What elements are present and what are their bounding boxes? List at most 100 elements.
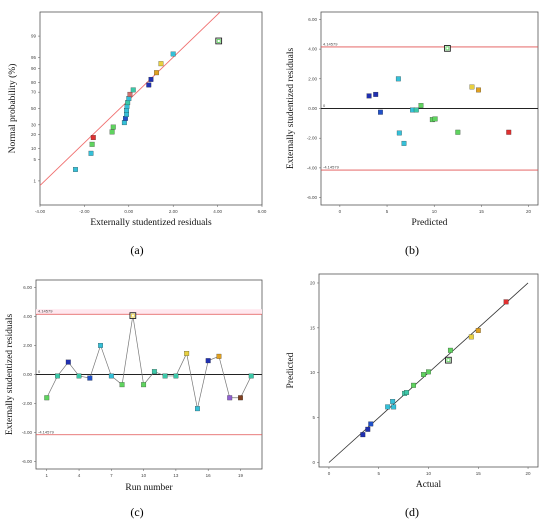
y-tick-label: -6.00 <box>22 459 33 464</box>
x-tick-label: 0 <box>328 471 331 476</box>
y-tick-label: 10 <box>31 146 37 151</box>
y-tick-label: -4.00 <box>22 430 33 435</box>
data-point-9-inner <box>130 313 135 318</box>
data-point-3 <box>378 109 383 115</box>
y-tick-label: -2.00 <box>307 136 318 141</box>
data-point-4 <box>90 135 96 141</box>
plot-frame <box>39 11 263 206</box>
data-point-12 <box>445 356 452 364</box>
y-tick-label: -2.00 <box>22 401 33 406</box>
data-point-18 <box>154 70 159 76</box>
data-point-6 <box>110 124 116 130</box>
x-tick-label: 13 <box>173 473 179 478</box>
data-point-16 <box>146 82 152 88</box>
chart-panel-a: -4.00 -2.00 0.00 2.00 4.00 6.00 1 5 10 20 30 50 70 80… <box>0 0 275 262</box>
y-tick-label: 10 <box>310 370 316 375</box>
chart-c-svg: 4.14579 -4.14579 0 1 4 7 10 13 16 19 -6.00 -4.00 -2.… <box>5 279 263 519</box>
y-tick-label: -6.00 <box>307 195 318 200</box>
data-point-2 <box>55 373 60 379</box>
run-connector-line <box>46 315 252 409</box>
y-tick-label: 4.00 <box>23 314 32 319</box>
data-point-14 <box>468 334 474 340</box>
y-axis-title: Predicted <box>286 352 296 388</box>
data-point-12-inner <box>446 358 451 363</box>
data-point-20 <box>170 51 176 57</box>
data-point-5 <box>396 130 402 136</box>
data-point-10 <box>141 382 147 388</box>
y-tick-label: 5 <box>312 415 315 420</box>
x-tick-label: 4 <box>78 473 81 478</box>
data-point-15 <box>130 87 136 93</box>
x-axis-title: Run number <box>125 483 173 493</box>
y-tick-label: 15 <box>310 325 316 330</box>
y-tick-label: 30 <box>31 122 37 127</box>
x-tick-label: 10 <box>426 471 432 476</box>
data-point-3 <box>368 421 374 427</box>
data-point-12 <box>162 373 168 379</box>
data-point-4 <box>395 76 401 82</box>
x-tick-label: 10 <box>141 473 147 478</box>
data-point-4 <box>76 373 82 379</box>
x-tick-label: 10 <box>432 209 438 214</box>
data-point-19 <box>238 395 243 401</box>
data-point-9 <box>129 312 137 319</box>
panel-label-a: (a) <box>130 243 143 257</box>
data-point-11 <box>151 369 157 375</box>
data-point-7 <box>108 373 114 379</box>
data-point-14 <box>469 84 475 90</box>
x-tick-label: 0.00 <box>124 209 133 214</box>
lower-limit-label: -4.14579 <box>323 165 340 170</box>
data-point-3 <box>65 359 71 365</box>
chart-panel-c: 4.14579 -4.14579 0 1 4 7 10 13 16 19 -6.00 -4.00 -2.… <box>0 262 275 524</box>
panel-label-b: (b) <box>405 243 419 257</box>
data-point-14 <box>127 91 133 97</box>
y-tick-label: 90 <box>31 66 37 71</box>
y-tick-label: 0.00 <box>308 106 317 111</box>
x-tick-label: 20 <box>526 471 532 476</box>
y-tick-label: 95 <box>31 55 37 60</box>
data-point-1 <box>360 432 366 438</box>
data-point-12 <box>444 45 451 52</box>
data-point-15 <box>195 406 200 412</box>
y-tick-label: 50 <box>31 106 37 111</box>
data-point-15 <box>476 87 481 93</box>
data-point-2 <box>365 426 371 432</box>
data-point-11 <box>432 116 438 122</box>
y-tick-label: 70 <box>31 90 37 95</box>
x-tick-label: 0 <box>339 209 342 214</box>
data-point-1 <box>366 93 372 99</box>
data-point-5 <box>390 399 396 404</box>
x-axis-title: Externally studentized residuals <box>90 218 212 228</box>
y-tick-label: 0 <box>312 460 315 465</box>
x-tick-label: 5 <box>386 209 389 214</box>
y-tick-label: 6.00 <box>308 17 317 22</box>
y-tick-label: 6.00 <box>23 285 32 290</box>
data-point-6 <box>401 140 407 146</box>
x-tick-label: 7 <box>110 473 113 478</box>
data-point-2 <box>88 150 94 156</box>
y-tick-label: 20 <box>31 132 37 137</box>
y-tick-label: 2.00 <box>23 343 32 348</box>
chart-panel-b: 4.14579 -4.14579 0 0 5 10 15 20 -6.00 -4.00 -2.00 0… <box>275 0 550 262</box>
data-point-10 <box>421 372 426 377</box>
x-tick-label: 15 <box>476 471 482 476</box>
x-tick-label: -2.00 <box>79 209 90 214</box>
x-tick-label: 2.00 <box>169 209 178 214</box>
lower-limit-label: -4.14579 <box>38 429 55 434</box>
data-point-18 <box>227 395 233 401</box>
y-tick-label: 2.00 <box>308 76 317 81</box>
y-tick-label: 5 <box>33 157 36 162</box>
data-point-5 <box>109 129 115 135</box>
data-point-6 <box>391 404 397 410</box>
y-tick-label: 80 <box>31 80 37 85</box>
zero-label: 0 <box>323 103 326 108</box>
y-axis-title: Externally studentized residuals <box>5 314 15 436</box>
data-point-17 <box>216 353 222 359</box>
data-point-11 <box>426 369 431 375</box>
y-tick-label: 20 <box>310 280 316 285</box>
data-point-16 <box>205 358 211 364</box>
y-axis-title: Normal probability (%) <box>7 64 18 154</box>
data-point-16 <box>503 299 509 305</box>
data-point-13 <box>126 96 132 102</box>
data-point-3 <box>89 141 95 147</box>
